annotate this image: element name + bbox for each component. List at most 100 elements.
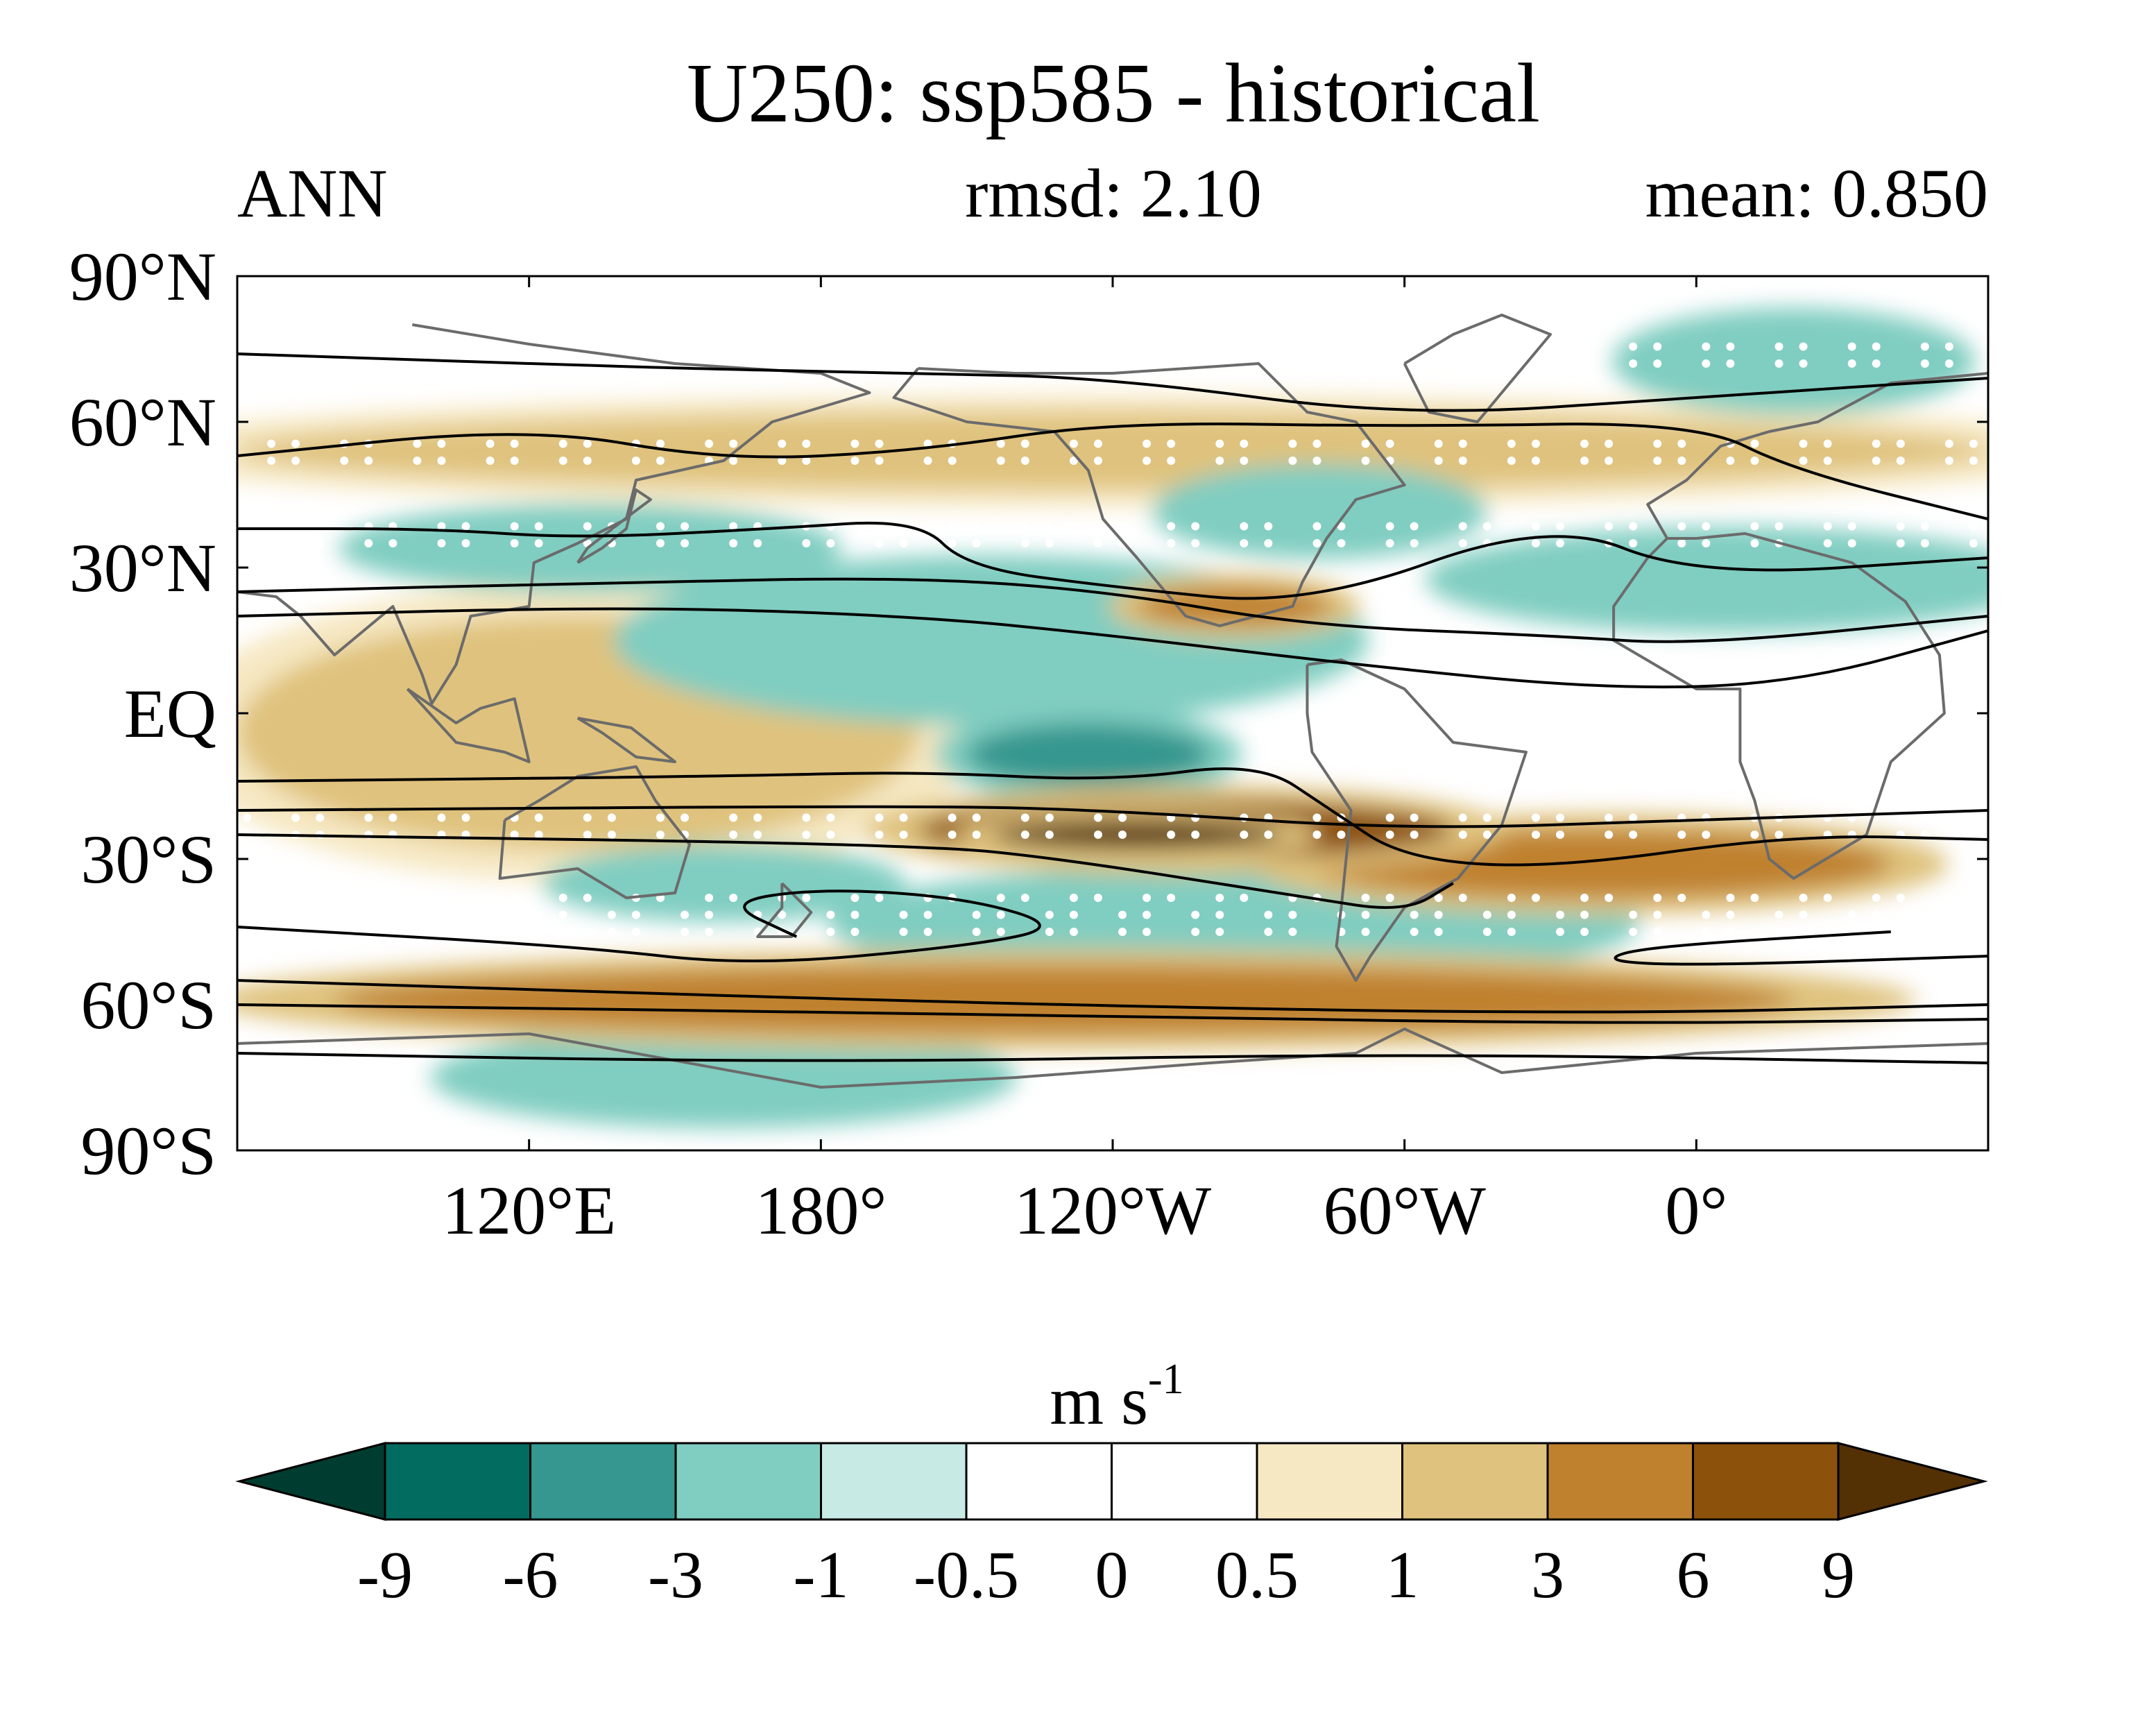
stipple-dot [1726,457,1735,465]
stipple-dot [1410,539,1419,547]
stipple-dot [413,342,422,351]
stipple-dot [340,359,349,368]
stipple-dot [1944,359,1953,368]
contour-line [237,979,1988,1014]
stipple-dot [1458,813,1467,822]
stipple-dot [1702,522,1711,531]
figure-title: U250: ssp585 - historical [687,46,1540,140]
stipple-dot [753,813,762,822]
stipple-dot [461,539,470,547]
contour-line [237,521,1988,600]
stipple-dot [899,342,908,351]
stipple-dot [923,342,932,351]
stipple-dot [778,359,787,368]
stipple-dot [1167,457,1176,465]
stipple-dot [1531,439,1540,448]
stipple-dot [1556,813,1565,822]
stipple-dot [1458,831,1467,839]
stipple-dot [1653,457,1662,465]
stipple-dot [291,894,300,902]
rmsd-label: rmsd: 2.10 [965,155,1262,232]
stipple-dot [583,894,592,902]
stipple-dot [486,342,495,351]
stipple-dot [1823,894,1832,902]
lon-tick-label: 120°E [442,1172,616,1249]
latitude-labels: 90°N 60°N 30°N EQ 30°S 60°S 90°S [69,238,216,1189]
stipple-dot [1944,928,1953,936]
stipple-dot [1799,439,1808,448]
stipple-dot [681,522,690,531]
stipple-dot [1605,439,1614,448]
stipple-dot [1215,457,1224,465]
stipple-dot [656,539,665,547]
stipple-dot [243,813,252,822]
stipple-dot [340,894,349,902]
stipple-dot [826,813,835,822]
stipple-dot [753,831,762,839]
stipple-dot [996,894,1005,902]
stipple-dot [1605,831,1614,839]
stipple-dot [1069,894,1078,902]
stipple-dot [996,910,1005,919]
stipple-dot [1045,928,1054,936]
stipple-dot [1020,813,1029,822]
lat-tick-label: 90°N [69,238,216,315]
stipple-dot [1118,522,1127,531]
lat-tick-label: 30°S [80,821,216,898]
stipple-dot [607,928,616,936]
stipple-dot [972,910,981,919]
stipple-dot [1264,359,1273,368]
stipple-dot [948,522,957,531]
stipple-dot [437,522,446,531]
stipple-dot [1020,539,1029,547]
stipple-dot [1240,894,1249,902]
stipple-dot [1531,894,1540,902]
stipple-dot [1605,522,1614,531]
stipple-dot [1191,522,1200,531]
stipple-dot [705,928,714,936]
stipple-dot [583,813,592,822]
stipple-dot [1312,457,1321,465]
stipple-dot [681,539,690,547]
stipple-dot [850,457,859,465]
stipple-dot [364,539,373,547]
stipple-dot [510,439,519,448]
stipple-dot [1482,813,1491,822]
stipple-dot [1605,894,1614,902]
stipple-dot [243,928,252,936]
stipple-dot [316,359,325,368]
stipple-dot [461,928,470,936]
stipple-dot [510,539,519,547]
stipple-dot [972,522,981,531]
stipple-dot [534,910,543,919]
stipple-dot [1920,928,1929,936]
season-label: ANN [237,155,388,232]
stipple-dot [461,910,470,919]
stipple-dot [656,439,665,448]
stipple-dot [413,910,422,919]
stipple-dot [1167,539,1176,547]
stipple-dot [802,813,811,822]
stipple-dot [1385,831,1394,839]
stipple-dot [826,910,835,919]
stipple-dot [972,928,981,936]
colorbar-box [529,1442,677,1521]
coastline [1646,372,1988,539]
stipple-dot [1385,439,1394,448]
stipple-dot [534,928,543,936]
stipple-dot [1653,894,1662,902]
stipple-dot [1774,831,1783,839]
stipple-dot [388,928,397,936]
stipple-dot [388,813,397,822]
stipple-dot [1240,539,1249,547]
stipple-dot [681,342,690,351]
stipple-dot [607,910,616,919]
stipple-dot [1944,457,1953,465]
stipple-dot [705,910,714,919]
colorbar-level-label: -3 [648,1538,703,1612]
stipple-dot [1288,342,1297,351]
stipple-dot [1702,359,1711,368]
stipple-dot [1482,928,1491,936]
stipple-dot [1385,813,1394,822]
stipple-dot [1288,359,1297,368]
